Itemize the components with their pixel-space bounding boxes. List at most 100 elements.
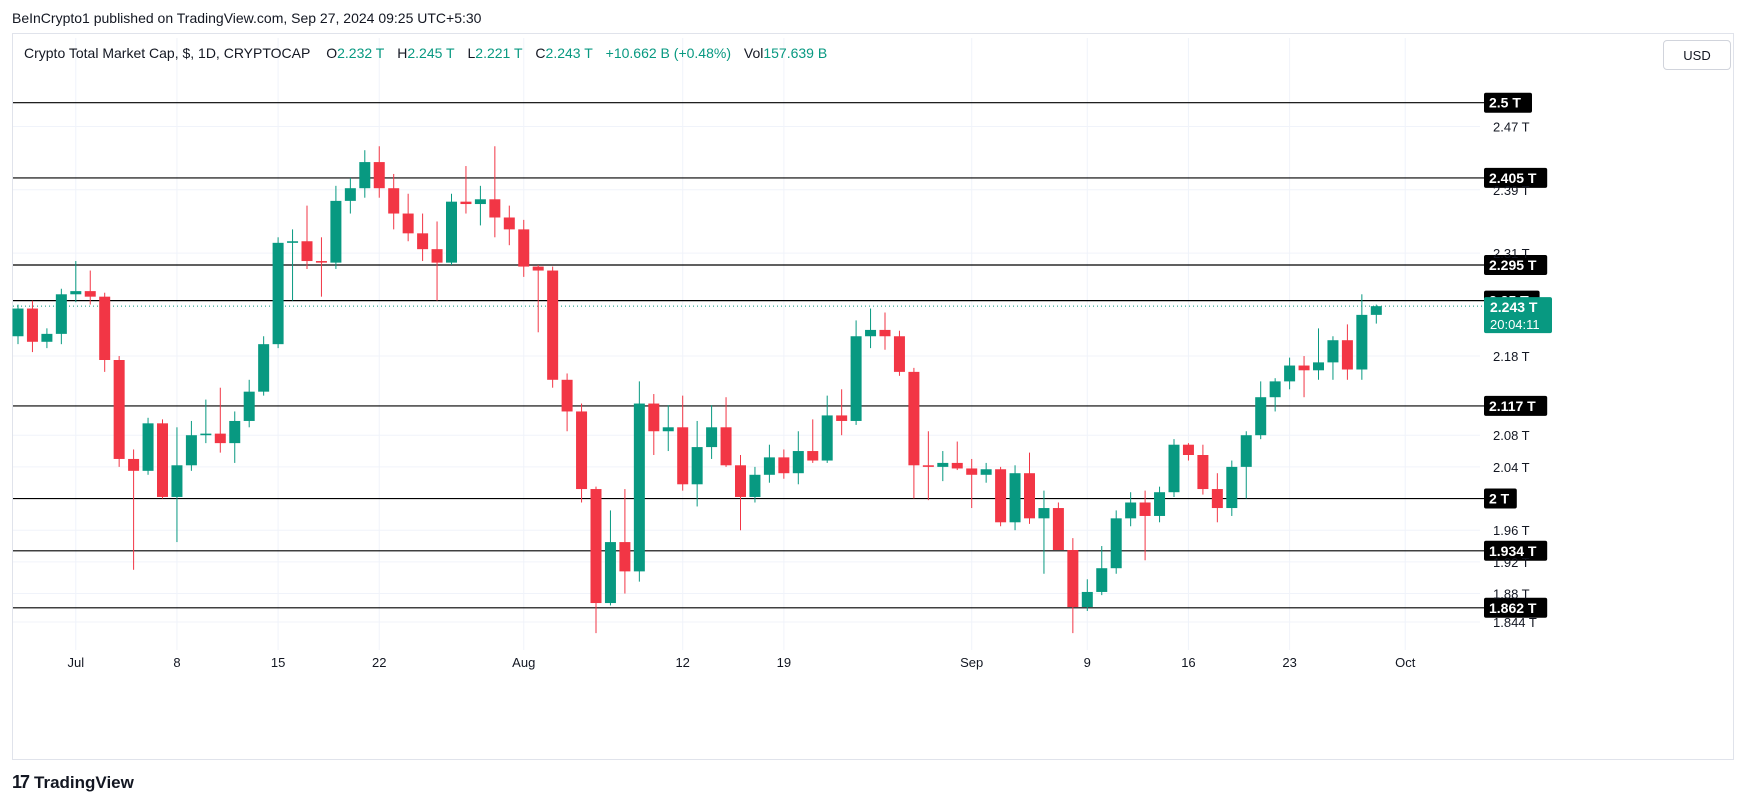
candle-body (1211, 489, 1223, 509)
candle-body (648, 403, 660, 432)
level-badge-label: 2.5 T (1489, 95, 1521, 111)
candle-body (850, 336, 862, 421)
candle-body (417, 233, 429, 250)
candle-body (41, 333, 53, 342)
candle-body (460, 201, 472, 205)
tradingview-wordmark: TradingView (34, 772, 134, 792)
candle-body (1067, 550, 1079, 607)
x-tick-label: Jul (67, 655, 84, 670)
level-badge (1484, 92, 1532, 113)
candle-body (229, 420, 241, 444)
level-badge-label: 2 T (1489, 491, 1510, 507)
x-tick-label: Oct (1395, 655, 1416, 670)
candle-body (937, 462, 949, 467)
level-badge (1484, 597, 1548, 618)
candle-body (763, 457, 775, 475)
low-label: L (467, 45, 476, 61)
candle-body (388, 188, 400, 214)
level-badge (1484, 540, 1548, 561)
candle-body (865, 329, 877, 337)
candle-body (373, 162, 385, 189)
candle-body (951, 462, 963, 469)
candle-body (821, 415, 833, 461)
candle-body (561, 379, 573, 412)
candle-body (1327, 340, 1339, 363)
candle-body (301, 241, 313, 262)
candle-body (142, 423, 154, 471)
candle-body (171, 465, 183, 497)
candle-body (1284, 365, 1296, 382)
candle-body (185, 435, 197, 466)
candle-body (55, 294, 67, 334)
candle-body (1081, 591, 1093, 607)
y-tick-label: 1.92 T (1493, 555, 1530, 570)
candle-body (489, 199, 501, 218)
level-badge (1484, 255, 1548, 275)
candle-body (908, 371, 920, 466)
x-tick-label: 12 (675, 655, 689, 670)
candle-body (84, 291, 96, 297)
x-tick-label: 22 (372, 655, 386, 670)
y-tick-label: 1.844 T (1493, 615, 1537, 630)
level-badge (1484, 167, 1548, 188)
y-tick-label: 2.31 T (1493, 246, 1530, 261)
candle-body (272, 242, 284, 345)
candle-body (590, 489, 602, 604)
x-tick-label: 19 (777, 655, 791, 670)
open-label: O (326, 45, 338, 61)
candle-body (214, 433, 226, 444)
chart-panel[interactable] (12, 33, 1734, 760)
candle-body (1038, 508, 1050, 519)
level-badge (1484, 488, 1517, 509)
candle-body (1125, 502, 1137, 519)
volume-label: Vol (743, 45, 764, 61)
x-tick-label: 15 (271, 655, 285, 670)
candle-body (330, 200, 342, 263)
candle-body (128, 458, 140, 471)
candle-body (503, 217, 515, 230)
candle-body (893, 336, 905, 372)
y-tick-label: 1.88 T (1493, 587, 1530, 602)
candle-body (532, 266, 544, 271)
candle-body (879, 329, 891, 337)
candle-body (1341, 340, 1353, 370)
candle-body (1197, 455, 1209, 490)
high-value: 2.245 T (407, 45, 455, 61)
tradingview-logo[interactable]: 17 TradingView (12, 772, 134, 793)
price-axis: 2.47 T 2.39 T 2.31 T 2.18 T 2.08 T 2.04 T 1.96… (1493, 119, 1537, 630)
candle-body (1139, 502, 1151, 516)
last-price-label: 2.243 T (1490, 299, 1538, 315)
candle-body (1370, 306, 1382, 315)
candle-body (99, 296, 111, 360)
last-price-badge (1484, 297, 1552, 334)
level-badge-label: 1.862 T (1489, 600, 1537, 616)
candle-body (619, 542, 631, 572)
candle-body (70, 291, 82, 295)
candle-body (995, 469, 1007, 523)
grid-lines (13, 38, 1480, 650)
open-value: 2.232 T (337, 45, 385, 61)
candle-body (980, 469, 992, 475)
candle-body (1255, 397, 1267, 436)
candle-body (1110, 518, 1122, 569)
x-tick-label: 8 (173, 655, 180, 670)
candle-body (778, 457, 790, 474)
candle-body (633, 403, 645, 572)
candle-body (677, 427, 689, 485)
candle-body (474, 199, 486, 205)
candle-body (1154, 492, 1166, 516)
close-value: 2.243 T (545, 45, 593, 61)
low-value: 2.221 T (475, 45, 523, 61)
y-tick-label: 1.96 T (1493, 523, 1530, 538)
candle-body (749, 474, 761, 497)
candle-body (966, 468, 978, 475)
volume-value: 157.639 B (763, 45, 828, 61)
x-tick-label: Aug (512, 655, 535, 670)
time-axis: Jul 8 15 22 Aug 12 19 Sep 9 16 23 Oct (67, 655, 1415, 670)
countdown-label: 20:04:11 (1490, 317, 1540, 332)
tradingview-logo-icon: 17 (12, 772, 30, 792)
candle-body (1168, 444, 1180, 493)
currency-button[interactable]: USD (1663, 40, 1731, 70)
candle-body (1269, 381, 1281, 398)
